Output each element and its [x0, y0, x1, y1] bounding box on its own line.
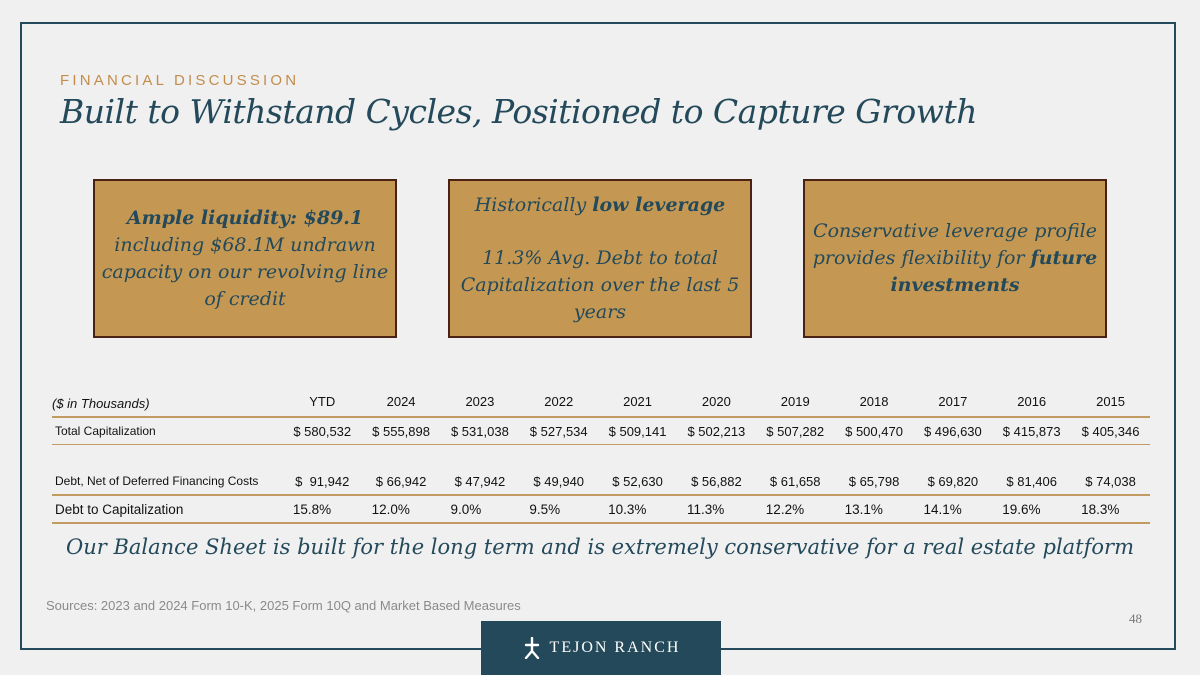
col-header: YTD: [282, 388, 362, 418]
table-cell: $ 69,820: [913, 444, 993, 496]
row-label: Debt, Net of Deferred Financing Costs: [52, 444, 283, 496]
col-header: 2023: [440, 388, 520, 418]
row-label: Debt to Capitalization: [52, 495, 283, 524]
table-cell: 12.0%: [361, 495, 441, 524]
liquidity-detail: including $68.1M undrawn capacity on our…: [101, 233, 389, 310]
table-row-debt-to-capitalization: Debt to Capitalization 15.8% 12.0% 9.0% …: [52, 495, 1150, 524]
table-cell: $ 61,658: [755, 444, 835, 496]
table-cell: $ 405,346: [1071, 417, 1150, 445]
table-cell: 12.2%: [755, 495, 835, 524]
table-cell: $ 507,282: [755, 417, 835, 445]
col-header: 2019: [755, 388, 835, 418]
table-cell: 9.0%: [440, 495, 520, 524]
page-title: Built to Withstand Cycles, Positioned to…: [60, 92, 978, 131]
col-header: 2015: [1071, 388, 1150, 418]
leverage-callout: Historically low leverage 11.3% Avg. Deb…: [448, 179, 752, 338]
table-cell: 9.5%: [519, 495, 599, 524]
table-cell: $ 502,213: [676, 417, 756, 445]
table-cell: $ 52,630: [598, 444, 677, 496]
table-cell: $ 65,798: [834, 444, 914, 496]
logo-text: TEJON RANCH: [549, 639, 681, 656]
leverage-detail: 11.3% Avg. Debt to total Capitalization …: [460, 246, 740, 323]
table-cell: 10.3%: [598, 495, 677, 524]
leverage-headline: low leverage: [592, 193, 726, 216]
table-cell: 15.8%: [282, 495, 362, 524]
table-header-row: ($ in Thousands) YTD 2024 2023 2022 2021…: [52, 388, 1150, 418]
profile-text: Conservative leverage profile provides f…: [812, 220, 1097, 269]
table-cell: $ 81,406: [992, 444, 1072, 496]
table-cell: $ 56,882: [676, 444, 756, 496]
table-cell: $ 74,038: [1071, 444, 1150, 496]
liquidity-callout: Ample liquidity: $89.1 including $68.1M …: [93, 179, 397, 338]
profile-headline: future investments: [890, 247, 1098, 296]
unit-label: ($ in Thousands): [52, 388, 283, 418]
col-header: 2017: [913, 388, 993, 418]
sources-footnote: Sources: 2023 and 2024 Form 10-K, 2025 F…: [46, 598, 521, 613]
table-row-debt: Debt, Net of Deferred Financing Costs $ …: [52, 444, 1150, 496]
tejon-ranch-logo: TEJON RANCH: [481, 621, 721, 675]
table-cell: $ 580,532: [282, 417, 362, 445]
table-cell: 18.3%: [1071, 495, 1150, 524]
leverage-prefix: Historically: [474, 193, 593, 216]
table-cell: 14.1%: [913, 495, 993, 524]
table-cell: $ 49,940: [519, 444, 599, 496]
liquidity-headline: Ample liquidity: $89.1: [126, 206, 364, 229]
capitalization-table: ($ in Thousands) YTD 2024 2023 2022 2021…: [52, 388, 1150, 524]
col-header: 2022: [519, 388, 599, 418]
table-cell: $ 47,942: [440, 444, 520, 496]
table-cell: 19.6%: [992, 495, 1072, 524]
profile-callout: Conservative leverage profile provides f…: [803, 179, 1107, 338]
col-header: 2018: [834, 388, 914, 418]
table-row-total-capitalization: Total Capitalization $ 580,532 $ 555,898…: [52, 417, 1150, 445]
col-header: 2020: [676, 388, 756, 418]
row-label: Total Capitalization: [52, 417, 283, 445]
col-header: 2021: [598, 388, 677, 418]
table-cell: $ 500,470: [834, 417, 914, 445]
table-cell: $ 496,630: [913, 417, 993, 445]
table-cell: $ 531,038: [440, 417, 520, 445]
table-cell: $ 415,873: [992, 417, 1072, 445]
table-cell: $ 527,534: [519, 417, 599, 445]
tejon-ranch-logo-icon: [524, 637, 539, 659]
table-cell: $ 555,898: [361, 417, 441, 445]
table-cell: $ 509,141: [598, 417, 677, 445]
table-cell: $ 91,942: [282, 444, 362, 496]
table-cell: 13.1%: [834, 495, 914, 524]
table-cell: 11.3%: [676, 495, 756, 524]
section-eyebrow: FINANCIAL DISCUSSION: [60, 72, 300, 89]
col-header: 2016: [992, 388, 1072, 418]
col-header: 2024: [361, 388, 441, 418]
tagline: Our Balance Sheet is built for the long …: [66, 535, 1134, 559]
table-cell: $ 66,942: [361, 444, 441, 496]
page-number: 48: [1129, 611, 1142, 626]
